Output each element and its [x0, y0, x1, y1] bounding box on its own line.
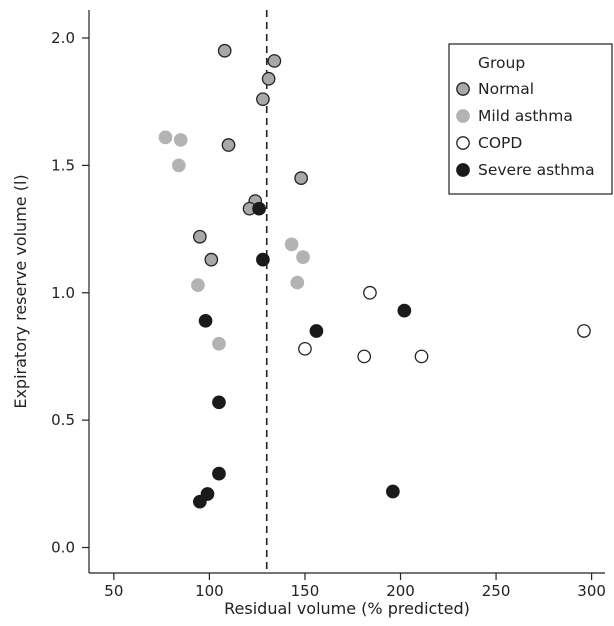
point-severe-asthma	[212, 466, 226, 481]
legend-box	[448, 43, 613, 195]
point-normal	[267, 54, 282, 68]
y-tick-label: 0.0	[51, 539, 75, 557]
point-severe-asthma	[252, 201, 266, 216]
legend-marker-copd	[456, 136, 470, 150]
point-severe-asthma	[397, 303, 412, 318]
point-mild-asthma	[212, 336, 226, 351]
point-normal	[261, 71, 276, 86]
x-tick-label: 150	[291, 582, 320, 600]
x-tick-label: 50	[104, 582, 123, 600]
legend-label-copd: COPD	[478, 134, 522, 152]
point-severe-asthma	[386, 484, 400, 499]
legend-marker-mild-asthma	[456, 109, 470, 123]
point-severe-asthma	[198, 313, 213, 328]
point-normal	[221, 138, 236, 152]
point-copd	[298, 341, 312, 356]
legend-marker-normal	[456, 82, 470, 96]
point-copd	[577, 324, 591, 338]
point-severe-asthma	[212, 395, 226, 410]
point-mild-asthma	[284, 237, 299, 252]
x-tick-label: 250	[482, 582, 511, 600]
legend: Group Normal Mild asthma COPD Severe asthma	[448, 43, 613, 195]
x-tick-label: 200	[386, 582, 415, 600]
point-severe-asthma	[256, 252, 270, 267]
point-normal	[256, 92, 270, 107]
point-mild-asthma	[171, 158, 186, 173]
point-mild-asthma	[158, 130, 173, 145]
x-axis-title: Residual volume (% predicted)	[224, 599, 470, 618]
legend-title: Group	[478, 54, 525, 72]
y-tick-label: 1.0	[51, 284, 75, 302]
point-normal	[294, 171, 308, 185]
legend-label-mild-asthma: Mild asthma	[478, 107, 573, 125]
y-tick-label: 2.0	[51, 29, 75, 47]
point-mild-asthma	[173, 133, 188, 147]
point-normal	[204, 252, 219, 267]
legend-label-normal: Normal	[478, 80, 534, 98]
legend-label-severe-asthma: Severe asthma	[478, 161, 595, 179]
point-normal	[192, 229, 207, 244]
point-severe-asthma	[309, 324, 324, 338]
x-tick-label: 100	[195, 582, 224, 600]
point-mild-asthma	[191, 278, 205, 292]
point-severe-asthma	[192, 494, 207, 509]
y-tick-label: 0.5	[51, 411, 75, 429]
point-mild-asthma	[290, 275, 305, 290]
point-copd	[414, 349, 429, 364]
y-tick-label: 1.5	[51, 156, 75, 174]
point-copd	[357, 349, 372, 364]
point-normal	[217, 43, 232, 58]
y-axis-title: Expiratory reserve volume (l)	[11, 174, 30, 408]
x-tick-label: 300	[577, 582, 606, 600]
point-copd	[363, 285, 377, 300]
point-mild-asthma	[296, 250, 310, 264]
legend-marker-severe-asthma	[456, 163, 470, 177]
